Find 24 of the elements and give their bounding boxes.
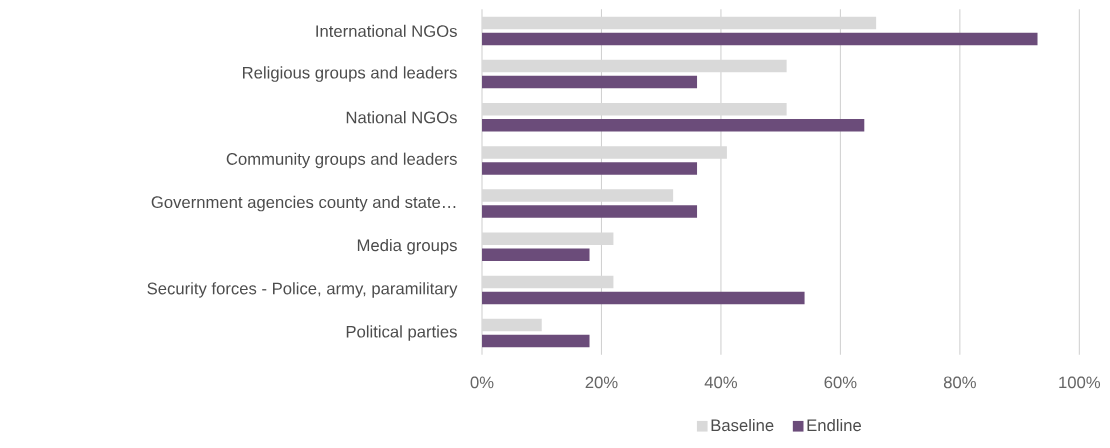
- bar: [482, 248, 590, 262]
- bar: [482, 32, 1038, 46]
- bar: [482, 162, 698, 175]
- y-tick-label: Media groups: [357, 238, 457, 255]
- x-tick-label: 100%: [1059, 376, 1101, 389]
- bar: [482, 291, 805, 305]
- y-tick-label: Government agencies county and state…: [151, 195, 456, 212]
- x-tick-label: 80%: [943, 376, 976, 389]
- y-tick-label: Security forces - Police, army, paramilitary: [147, 282, 458, 298]
- bar: [482, 118, 865, 132]
- x-tick-label: 40%: [704, 376, 738, 389]
- legend-label: Baseline: [711, 418, 774, 432]
- x-tick-label: 20%: [585, 376, 618, 389]
- bar: [482, 205, 698, 218]
- legend-label: Endline: [807, 418, 862, 432]
- y-tick-label: Political parties: [346, 325, 457, 341]
- y-tick-label: Community groups and leaders: [226, 152, 457, 169]
- x-tick-label: 0%: [470, 376, 494, 389]
- bar: [482, 334, 590, 348]
- y-tick-label: National NGOs: [346, 111, 457, 124]
- x-tick-label: 60%: [824, 376, 857, 389]
- y-tick-label: International NGOs: [316, 24, 457, 38]
- bar: [482, 75, 698, 89]
- y-tick-label: Religious groups and leaders: [243, 66, 457, 82]
